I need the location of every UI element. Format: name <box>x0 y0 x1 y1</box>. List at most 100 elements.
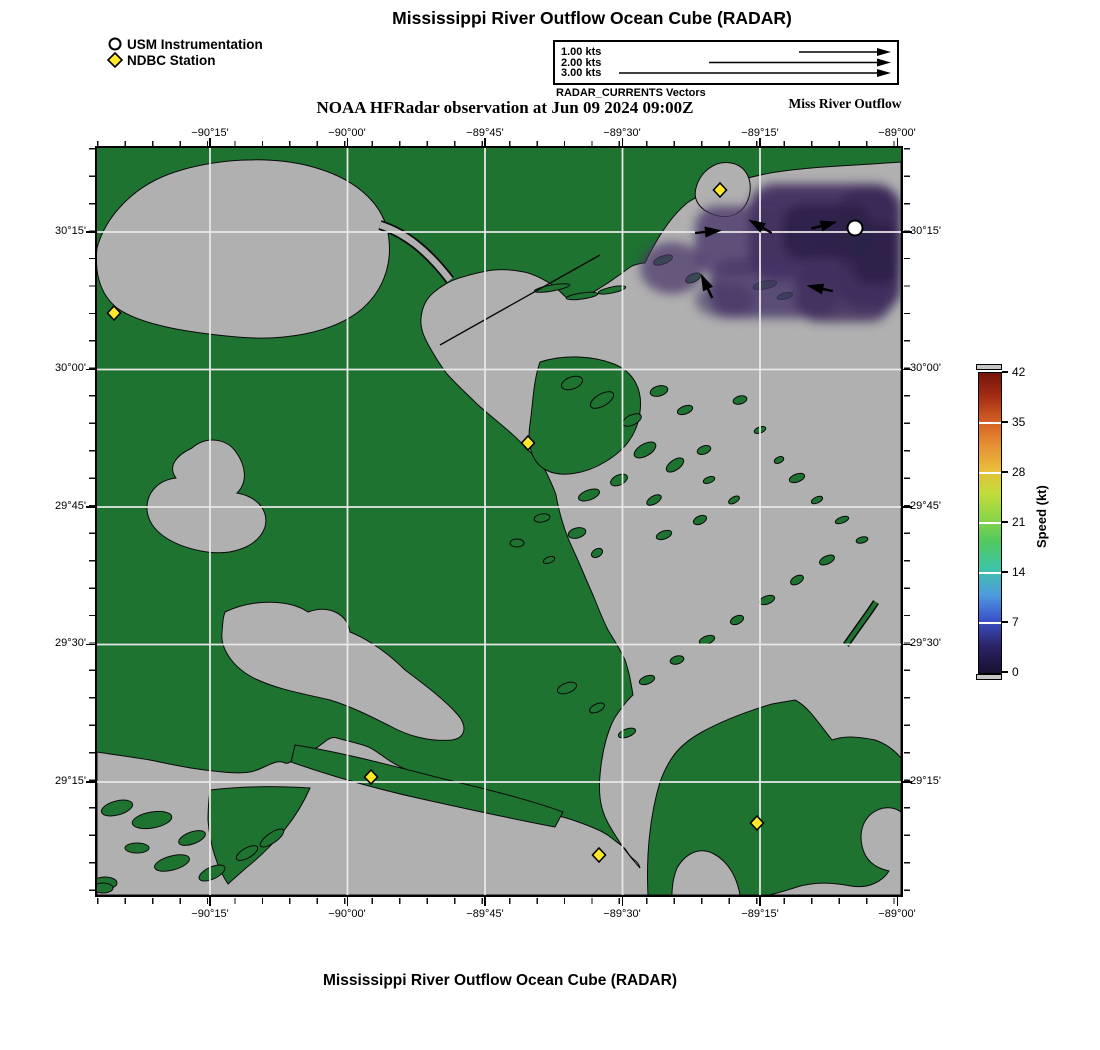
colorbar-tick-mark <box>1002 621 1008 623</box>
marsh-fragments <box>97 239 901 895</box>
colorbar-tick-28: 28 <box>1012 465 1026 479</box>
ndbc-station-marker <box>520 434 536 452</box>
major-tick <box>86 643 95 646</box>
current-vector-arrow <box>811 220 838 232</box>
map-canvas <box>97 148 901 895</box>
figure-title-top: Mississippi River Outflow Ocean Cube (RA… <box>392 8 792 28</box>
axis-ticks-right <box>903 148 910 895</box>
region-label: Miss River Outflow <box>788 96 902 111</box>
major-tick <box>346 897 349 906</box>
colorbar-tick-21: 21 <box>1012 515 1026 529</box>
current-vector-arrow <box>694 226 722 238</box>
legend-usm-label: USM Instrumentation <box>127 37 263 52</box>
colorbar-axis-label: Speed (kt) <box>1034 485 1049 549</box>
lon-label-top-0: −90°15' <box>191 127 229 139</box>
lon-label-bottom-2: −89°45' <box>466 908 504 920</box>
current-vector-arrow <box>748 219 773 235</box>
water-lake-maurepas <box>146 439 267 554</box>
observation-subtitle: NOAA HFRadar observation at Jun 09 2024 … <box>316 98 694 117</box>
major-tick <box>621 897 624 906</box>
major-tick <box>484 138 486 147</box>
colorbar-tick-mark <box>1002 471 1008 473</box>
colorbar-top-cap <box>976 364 1002 370</box>
colorbar-tick-35: 35 <box>1012 415 1026 429</box>
lat-label-left-4: 29°15' <box>55 775 86 787</box>
lat-label-right-4: 29°15' <box>910 775 941 787</box>
colorbar-tick-14: 14 <box>1012 565 1026 579</box>
lon-label-top-5: −89°00' <box>878 127 916 139</box>
southwest-wedge <box>207 786 311 885</box>
lon-label-bottom-4: −89°15' <box>741 908 779 920</box>
vector-scale-1kt-label: 1.00 kts <box>561 46 602 58</box>
lon-label-top-4: −89°15' <box>741 127 779 139</box>
major-tick <box>896 897 899 906</box>
current-speed-overlay <box>640 184 901 322</box>
colorbar-tick-mark <box>1002 421 1008 423</box>
major-tick <box>903 231 912 233</box>
legend-ndbc-label: NDBC Station <box>127 53 216 68</box>
colorbar-tick-mark <box>1002 371 1008 373</box>
ndbc-station-marker <box>591 846 607 864</box>
vector-scale-box: 1.00 kts 2.00 kts 3.00 kts <box>553 40 899 85</box>
major-tick <box>86 231 95 233</box>
major-tick <box>759 897 761 906</box>
lon-label-bottom-3: −89°30' <box>603 908 641 920</box>
major-tick <box>209 897 211 906</box>
water-lake-pontchartrain <box>97 159 390 339</box>
major-tick <box>759 138 761 147</box>
lon-label-top-1: −90°00' <box>328 127 366 139</box>
map-markers <box>106 181 864 864</box>
colorbar-tick-42: 42 <box>1012 365 1026 379</box>
colorbar-bottom-cap <box>976 674 1002 680</box>
major-tick <box>903 781 912 783</box>
colorbar <box>978 372 1002 674</box>
current-vector-arrow <box>700 273 714 299</box>
station-legend-symbols <box>106 37 124 69</box>
vector-scale-3kt-label: 3.00 kts <box>561 67 602 79</box>
major-tick <box>621 138 624 147</box>
lat-label-left-1: 30°00' <box>55 362 86 374</box>
lon-label-bottom-1: −90°00' <box>328 908 366 920</box>
canal-line <box>439 254 601 346</box>
map-svg <box>97 148 901 895</box>
lat-label-left-0: 30°15' <box>55 225 86 237</box>
lon-label-bottom-0: −90°15' <box>191 908 229 920</box>
major-tick <box>209 138 211 147</box>
ndbc-station-marker <box>106 304 122 322</box>
major-tick <box>86 781 95 783</box>
major-tick <box>903 506 912 508</box>
lat-label-left-2: 29°45' <box>55 500 86 512</box>
vector-legend-caption: RADAR_CURRENTS Vectors <box>556 87 706 99</box>
colorbar-tick-7: 7 <box>1012 615 1019 629</box>
ndbc-station-marker <box>363 768 379 786</box>
ndbc-station-marker <box>749 814 765 832</box>
colorbar-tick-mark <box>1002 571 1008 573</box>
axis-ticks-top <box>97 141 901 147</box>
major-tick <box>903 368 912 371</box>
ndbc-station-marker <box>712 181 728 199</box>
water-lagoon <box>221 601 465 741</box>
major-tick <box>86 506 95 508</box>
colorbar-tick-mark <box>1002 521 1008 523</box>
axis-ticks-bottom <box>97 898 901 904</box>
major-tick <box>86 368 95 371</box>
usm-circle-icon <box>108 37 122 51</box>
lon-label-top-2: −89°45' <box>466 127 504 139</box>
vector-scale-arrows <box>619 48 891 77</box>
lat-label-right-3: 29°30' <box>910 637 941 649</box>
major-tick <box>903 643 912 646</box>
axis-ticks-left <box>89 148 95 895</box>
graticule <box>97 148 901 895</box>
colorbar-tick-0: 0 <box>1012 665 1019 679</box>
coastal-strip <box>290 744 564 828</box>
lat-label-left-3: 29°30' <box>55 637 86 649</box>
major-tick <box>346 138 349 147</box>
channel-rigolets <box>378 221 453 282</box>
ndbc-diamond-icon <box>106 51 124 69</box>
colorbar-tick-mark <box>1002 671 1008 673</box>
current-vector-arrow <box>806 283 834 295</box>
delta-landmass <box>647 699 901 895</box>
figure-title-bottom: Mississippi River Outflow Ocean Cube (RA… <box>323 972 677 989</box>
major-tick <box>896 138 899 147</box>
